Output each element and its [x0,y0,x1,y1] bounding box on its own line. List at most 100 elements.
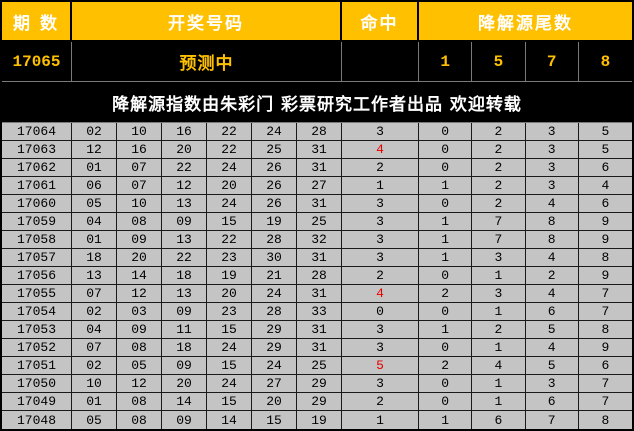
number-cell: 20 [207,285,252,302]
tail-cell: 6 [526,303,579,320]
tail-cell: 0 [419,375,473,392]
header-row: 期 数 开奖号码 命中 降解源尾数 [2,2,632,42]
table-row: 17058 01 09 13 22 28 32 3 1 7 8 9 [2,231,632,249]
number-cell: 31 [297,339,342,356]
tail-cell: 0 [419,393,473,410]
header-hit: 命中 [342,2,419,40]
tail-cell: 6 [601,160,610,175]
number-cell: 05 [72,411,117,429]
table-row: 17055 07 12 13 20 24 31 4 2 3 4 7 [2,285,632,303]
number-cell: 31 [297,141,342,158]
number-cell: 09 [162,357,207,374]
tail-cell: 3 [526,177,579,194]
number-cell: 31 [297,249,342,266]
tail-cell: 1 [472,375,526,392]
tail-cell: 2 [472,177,526,194]
number-cell: 13 [72,267,117,284]
number-cell: 14 [117,267,162,284]
number-cell: 15 [207,357,252,374]
period-cell: 17054 [2,303,72,320]
number-cell: 19 [252,213,297,230]
number-cell: 16 [162,123,207,140]
number-cell: 24 [252,357,297,374]
predict-period: 17065 [2,42,72,81]
number-cell: 25 [297,213,342,230]
number-cell: 01 [72,393,117,410]
period-cell: 17049 [2,393,72,410]
number-cell: 09 [117,321,162,338]
period-cell: 17063 [2,141,72,158]
tail-cell: 0 [419,303,473,320]
predict-tail-cell: 7 [526,42,579,81]
tail-cell: 1 [419,411,473,429]
tail-cell: 1 [472,303,526,320]
period-cell: 17050 [2,375,72,392]
number-cell: 24 [207,339,252,356]
number-cell: 08 [117,339,162,356]
tail-cell: 8 [526,231,579,248]
hit-cell: 2 [342,393,419,410]
number-cell: 31 [297,321,342,338]
number-cell: 12 [72,141,117,158]
tail-cell: 1 [472,339,526,356]
number-cell: 31 [297,285,342,302]
tail-cell: 4 [526,249,579,266]
table-row: 17057 18 20 22 23 30 31 3 1 3 4 8 [2,249,632,267]
number-cell: 18 [72,249,117,266]
table-row: 17061 06 07 12 20 26 27 1 1 2 3 4 [2,177,632,195]
hit-cell: 3 [342,321,419,338]
number-cell: 13 [162,285,207,302]
tail-cell: 0 [419,159,473,176]
number-cell: 28 [252,231,297,248]
tail-cell: 4 [601,178,610,193]
number-cell: 22 [207,141,252,158]
period-cell: 17051 [2,357,72,374]
number-cell: 05 [72,195,117,212]
number-cell: 19 [297,411,342,429]
number-cell: 24 [207,375,252,392]
number-cell: 12 [117,285,162,302]
table-row: 17053 04 09 11 15 29 31 3 1 2 5 8 [2,321,632,339]
number-cell: 28 [297,123,342,140]
tail-cell: 7 [526,411,579,429]
tail-cell: 2 [472,195,526,212]
number-cell: 07 [72,285,117,302]
number-cell: 15 [207,321,252,338]
number-cell: 27 [252,375,297,392]
number-cell: 24 [207,195,252,212]
tail-cell: 7 [601,394,610,409]
number-cell: 24 [252,123,297,140]
tail-cell: 2 [472,321,526,338]
hit-cell: 4 [342,141,419,158]
tail-cell: 1 [419,177,473,194]
number-cell: 03 [117,303,162,320]
hit-cell: 3 [342,123,419,140]
tail-cell: 1 [419,249,473,266]
hit-cell: 3 [342,195,419,212]
tail-cell: 1 [472,267,526,284]
number-cell: 09 [162,303,207,320]
tail-cell: 9 [601,214,610,229]
number-cell: 22 [207,231,252,248]
number-cell: 15 [252,411,297,429]
number-cell: 20 [162,375,207,392]
hit-cell: 3 [342,231,419,248]
tail-cell: 2 [472,123,526,140]
tail-cell: 8 [601,412,610,428]
hit-cell: 2 [342,267,419,284]
hit-cell: 4 [342,285,419,302]
number-cell: 18 [162,339,207,356]
number-cell: 10 [117,123,162,140]
tail-cell: 4 [526,285,579,302]
tail-cell: 1 [419,231,473,248]
predict-tail-cell: 5 [472,42,526,81]
predict-row: 17065 预测中 1 5 7 8 [2,42,632,82]
hit-cell: 0 [342,303,419,320]
number-cell: 11 [162,321,207,338]
number-cell: 21 [252,267,297,284]
tail-cell: 0 [419,195,473,212]
number-cell: 24 [252,285,297,302]
number-cell: 09 [162,411,207,429]
number-cell: 20 [117,249,162,266]
tail-cell: 1 [472,393,526,410]
